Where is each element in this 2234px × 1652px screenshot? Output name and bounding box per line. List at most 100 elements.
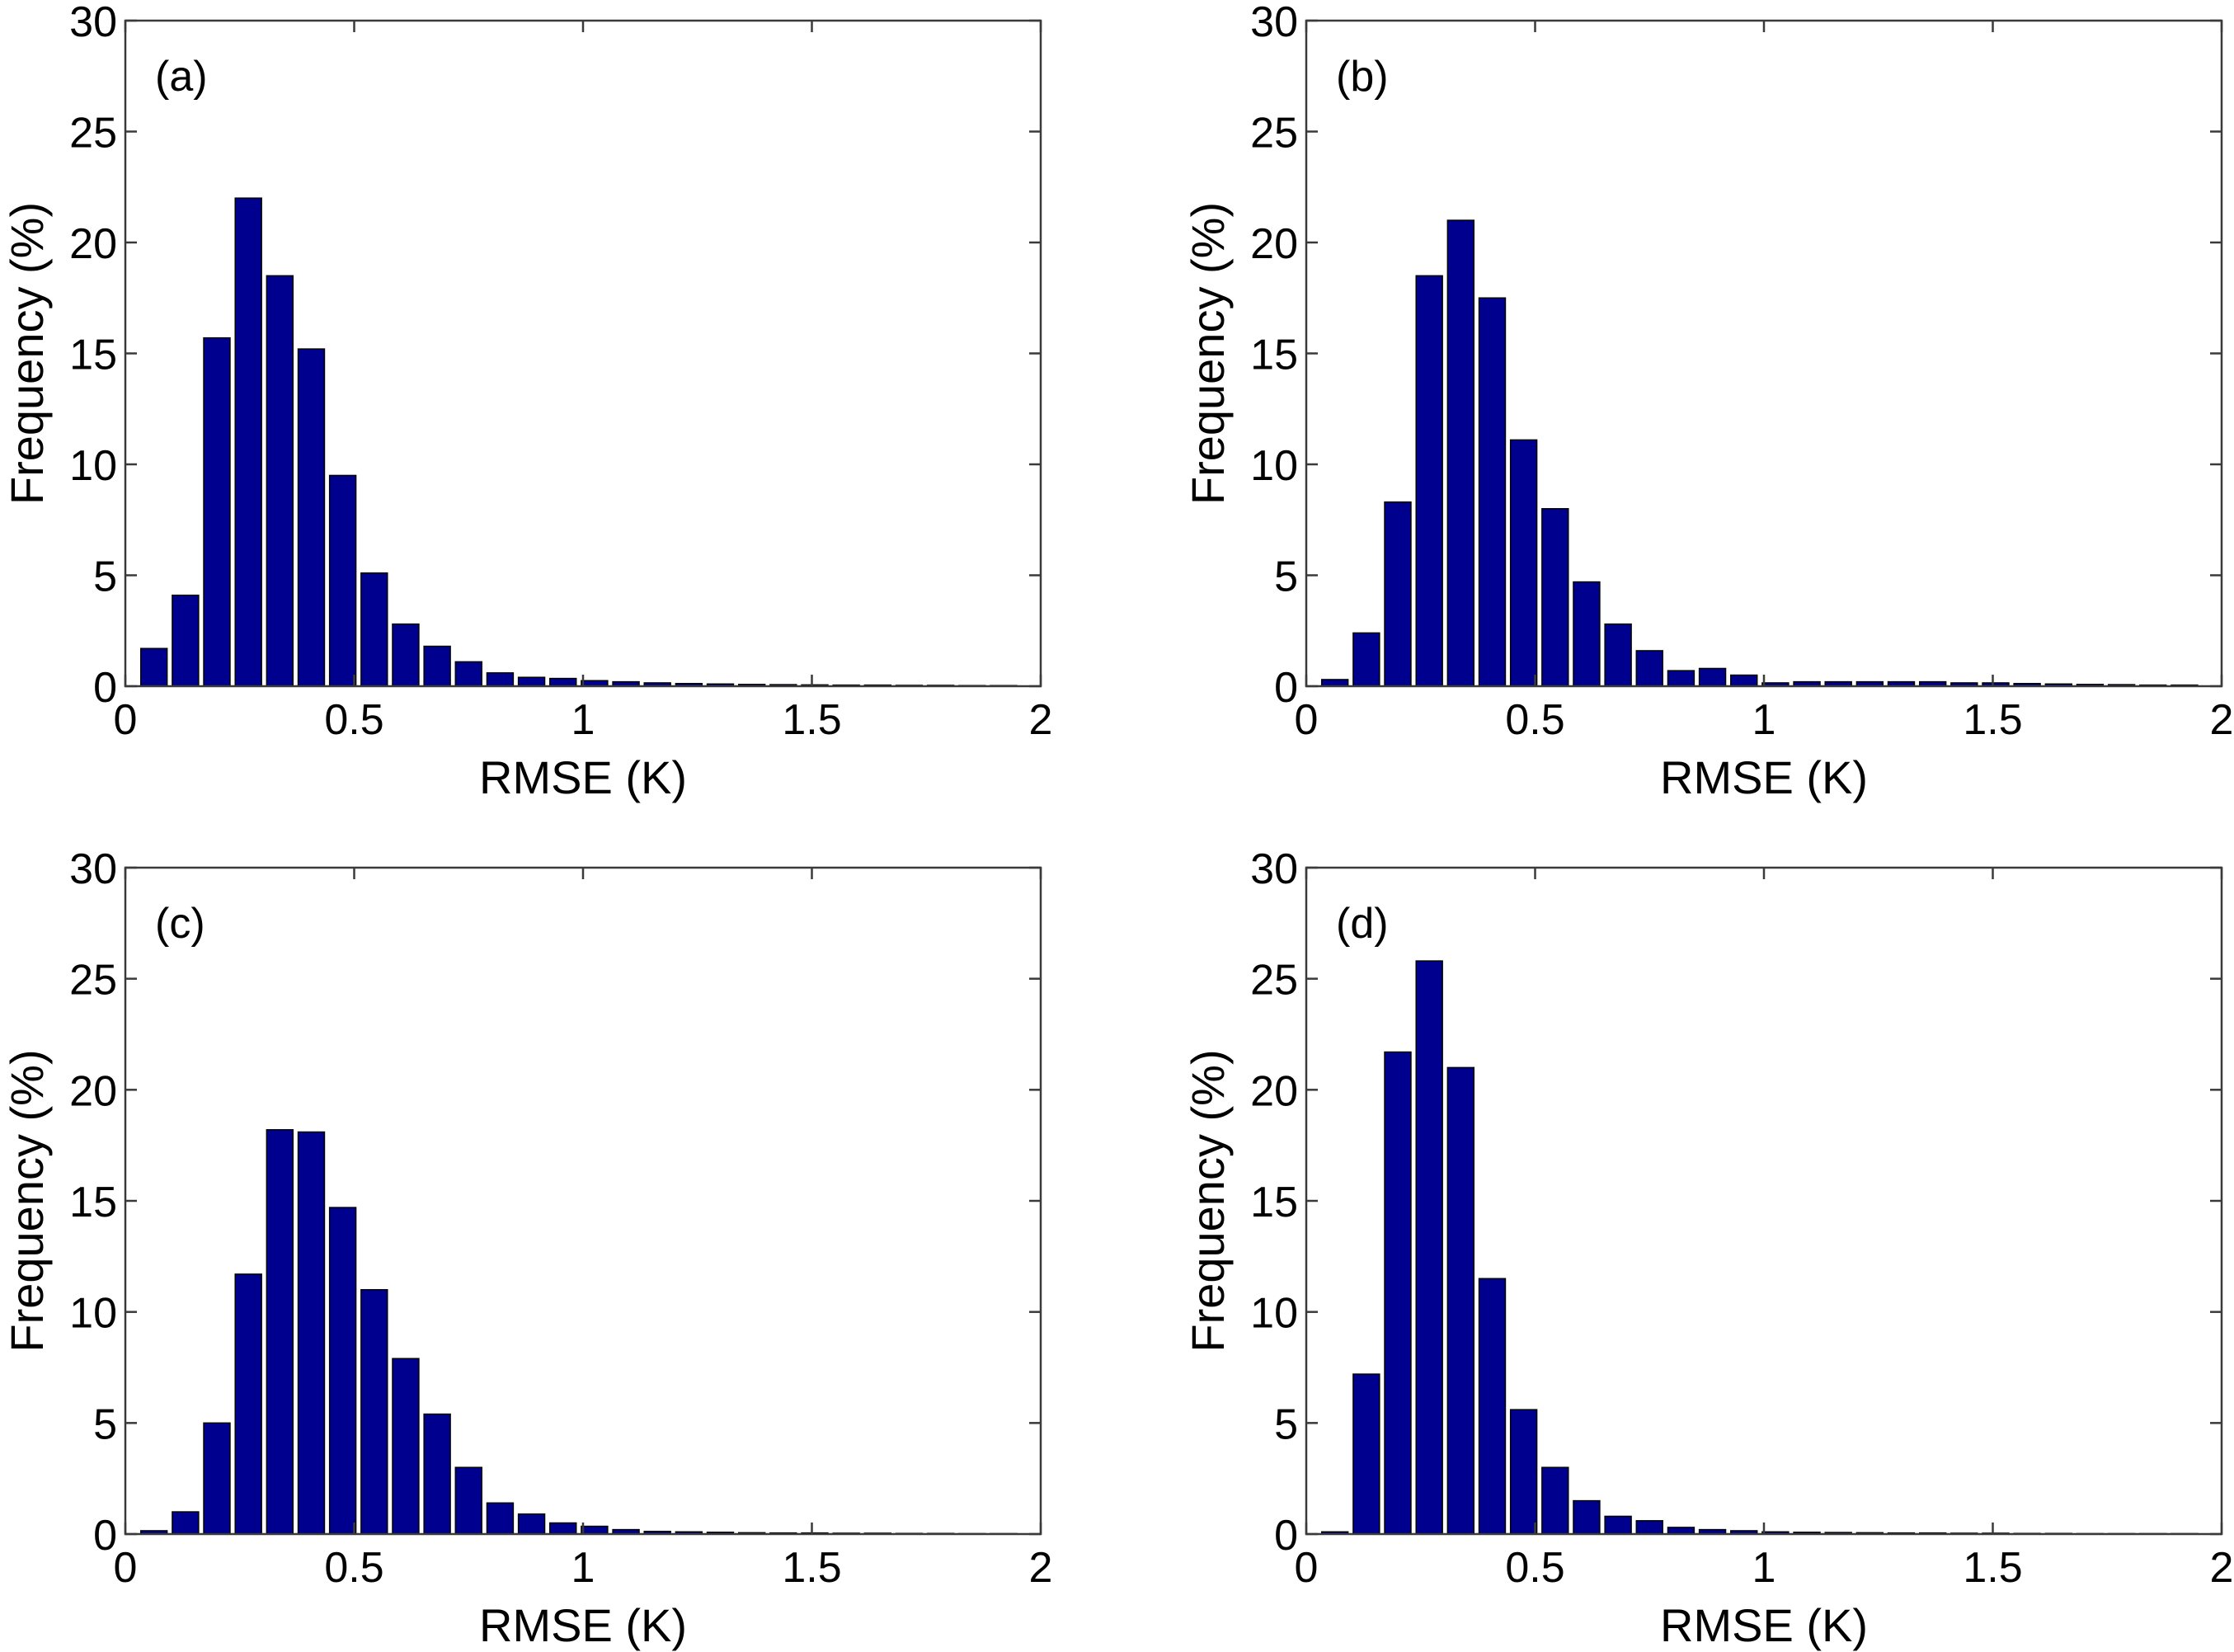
histogram-bar xyxy=(172,1511,200,1535)
histogram-bar xyxy=(203,337,231,687)
plot-frame xyxy=(1305,19,2223,688)
x-tick-label: 2 xyxy=(2210,1544,2234,1592)
x-tick-label: 1 xyxy=(571,696,595,744)
x-tick-label: 2 xyxy=(2210,696,2234,744)
histogram-bar xyxy=(1446,219,1475,687)
y-tick-label: 10 xyxy=(69,1290,117,1338)
histogram-bar xyxy=(172,594,200,687)
histogram-bar xyxy=(328,1207,357,1535)
x-tick-label: 1.5 xyxy=(782,696,841,744)
histogram-bar xyxy=(1509,1409,1538,1535)
histogram-bar xyxy=(1509,439,1538,687)
y-axis-label: Frequency (%) xyxy=(1,1049,53,1352)
plot-frame xyxy=(1305,866,2223,1536)
y-tick-label: 20 xyxy=(69,1067,117,1115)
x-tick-label: 2 xyxy=(1029,1544,1053,1592)
y-axis-label: Frequency (%) xyxy=(1182,1049,1234,1352)
histogram-bar xyxy=(297,1131,326,1535)
panel-label: (c) xyxy=(155,900,205,948)
y-tick-label: 10 xyxy=(69,442,117,490)
plot-frame xyxy=(124,866,1042,1536)
histogram-bar xyxy=(423,1413,451,1535)
y-tick-label: 30 xyxy=(69,0,117,46)
y-axis-label: Frequency (%) xyxy=(1,202,53,505)
histogram-bar xyxy=(1541,1466,1569,1535)
x-tick-label: 0.5 xyxy=(1505,696,1564,744)
histogram-bar xyxy=(297,348,326,687)
panel-label: (d) xyxy=(1336,900,1389,948)
x-tick-label: 1.5 xyxy=(782,1544,841,1592)
y-tick-label: 20 xyxy=(1250,1067,1298,1115)
histogram-bar xyxy=(1352,1373,1380,1535)
y-tick-label: 5 xyxy=(1274,1400,1298,1448)
x-tick-label: 1.5 xyxy=(1963,696,2022,744)
histogram-bar xyxy=(1384,501,1412,687)
histogram-bar xyxy=(517,1513,546,1535)
histogram-bar xyxy=(486,1502,515,1535)
y-tick-label: 30 xyxy=(69,845,117,893)
histogram-bar xyxy=(1667,670,1695,687)
x-axis-label: RMSE (K) xyxy=(1660,1599,1868,1651)
histogram-bar xyxy=(1635,650,1663,687)
histogram-bar xyxy=(234,197,262,687)
histogram-bar xyxy=(581,1525,609,1535)
y-tick-label: 20 xyxy=(69,220,117,268)
histogram-bar xyxy=(1478,1278,1507,1535)
y-tick-label: 0 xyxy=(93,1512,117,1560)
y-tick-label: 25 xyxy=(1250,110,1298,158)
histogram-bar xyxy=(392,1358,420,1535)
y-tick-label: 25 xyxy=(69,110,117,158)
y-tick-label: 15 xyxy=(1250,332,1298,379)
y-tick-label: 5 xyxy=(93,553,117,601)
y-axis-label: Frequency (%) xyxy=(1182,202,1234,505)
histogram-bar xyxy=(549,677,577,687)
histogram-bar xyxy=(1698,667,1727,687)
histogram-bar xyxy=(454,661,482,687)
y-tick-label: 25 xyxy=(69,957,117,1005)
histogram-bar xyxy=(1541,508,1569,687)
histogram-bar xyxy=(266,1129,294,1535)
histogram-bar xyxy=(1730,674,1758,687)
y-tick-label: 15 xyxy=(69,332,117,379)
x-tick-label: 0.5 xyxy=(324,696,383,744)
y-tick-label: 0 xyxy=(93,664,117,712)
histogram-bar xyxy=(392,623,420,687)
y-tick-label: 5 xyxy=(93,1400,117,1448)
histogram-bar xyxy=(360,572,388,687)
y-tick-label: 30 xyxy=(1250,845,1298,893)
histogram-bar xyxy=(1446,1066,1475,1535)
histogram-bar xyxy=(203,1422,231,1535)
histogram-bar xyxy=(1415,275,1443,687)
panel-label: (b) xyxy=(1336,53,1389,101)
x-tick-label: 2 xyxy=(1029,696,1053,744)
x-tick-label: 0.5 xyxy=(324,1544,383,1592)
x-tick-label: 0 xyxy=(1295,696,1319,744)
x-axis-label: RMSE (K) xyxy=(1660,751,1868,803)
histogram-bar xyxy=(517,676,546,687)
y-tick-label: 20 xyxy=(1250,220,1298,268)
x-tick-label: 1 xyxy=(1752,696,1776,744)
histogram-bar xyxy=(1415,960,1443,1535)
histogram-bar xyxy=(486,672,515,687)
plot-frame xyxy=(124,19,1042,688)
x-tick-label: 0.5 xyxy=(1505,1544,1564,1592)
histogram-bar xyxy=(1604,623,1632,687)
histogram-bar xyxy=(234,1273,262,1535)
y-tick-label: 25 xyxy=(1250,957,1298,1005)
histogram-bar xyxy=(1635,1520,1663,1535)
x-tick-label: 0 xyxy=(114,696,138,744)
x-tick-label: 1.5 xyxy=(1963,1544,2022,1592)
histogram-bar xyxy=(1573,1499,1601,1535)
histogram-bar xyxy=(1573,581,1601,687)
histogram-bar xyxy=(1384,1051,1412,1535)
histogram-bar xyxy=(1604,1515,1632,1535)
y-tick-label: 5 xyxy=(1274,553,1298,601)
histogram-bar xyxy=(360,1288,388,1535)
y-tick-label: 15 xyxy=(69,1179,117,1226)
x-tick-label: 1 xyxy=(571,1544,595,1592)
